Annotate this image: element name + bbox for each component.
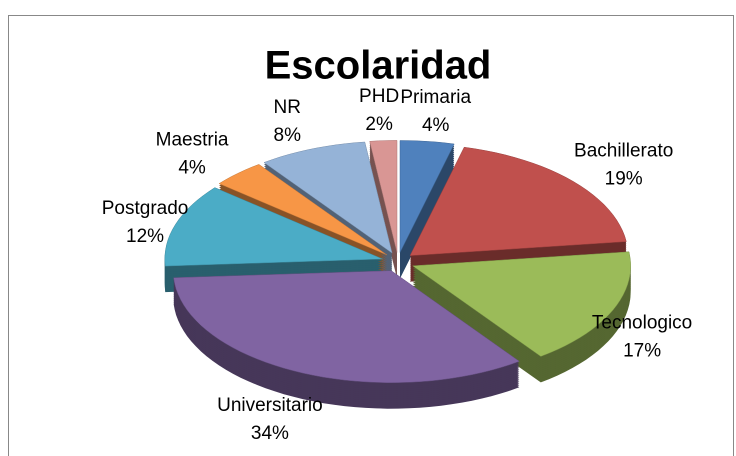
pie-slice [164, 187, 383, 293]
slice-top [263, 141, 393, 254]
slice-top [369, 140, 398, 253]
slice-value-label: 34% [251, 423, 289, 444]
slice-top [164, 187, 383, 267]
slice-label: PHD [359, 86, 399, 107]
slice-label: Universitario [217, 395, 323, 416]
slice-value-label: 4% [178, 158, 206, 179]
slice-label: Postgrado [102, 198, 189, 219]
slice-top [218, 164, 388, 256]
chart-title: Escolaridad [265, 44, 492, 88]
pie-slice [409, 146, 627, 282]
pie-slice [411, 251, 631, 383]
slice-label: NR [274, 97, 301, 118]
slice-value-label: 19% [605, 169, 643, 190]
slice-label: Bachillerato [574, 141, 673, 162]
slice-label: Primaria [400, 87, 471, 108]
slice-top [173, 270, 520, 383]
slice-top [399, 140, 455, 253]
slice-label: Maestria [156, 130, 229, 151]
slice-value-label: 4% [422, 115, 450, 136]
slice-value-label: 17% [623, 341, 661, 362]
pie-slice [173, 270, 520, 409]
slice-value-label: 12% [126, 226, 164, 247]
slice-top [411, 251, 631, 357]
slice-label: Tecnologico [592, 313, 692, 334]
slice-value-label: 8% [274, 125, 302, 146]
slice-top [409, 146, 627, 256]
slice-value-label: 2% [365, 114, 393, 135]
